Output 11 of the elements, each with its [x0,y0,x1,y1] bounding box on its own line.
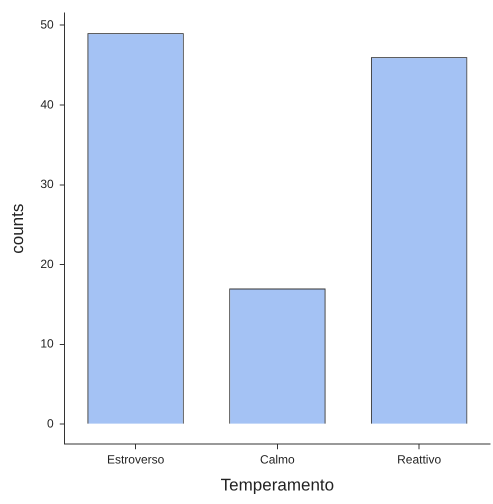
x-tick-label: Reattivo [397,452,442,467]
y-tick-label: 30 [40,177,54,192]
y-tick-label: 10 [40,336,54,351]
y-tick-label: 20 [40,256,54,271]
y-tick-label: 40 [40,97,54,112]
x-tick-label: Estroverso [106,452,165,467]
y-tick-label: 0 [47,416,54,431]
x-axis-title: Temperamento [220,475,334,494]
x-tick-label: Calmo [260,452,296,467]
y-axis-title: counts [8,204,27,254]
y-tick-label: 50 [40,17,54,32]
